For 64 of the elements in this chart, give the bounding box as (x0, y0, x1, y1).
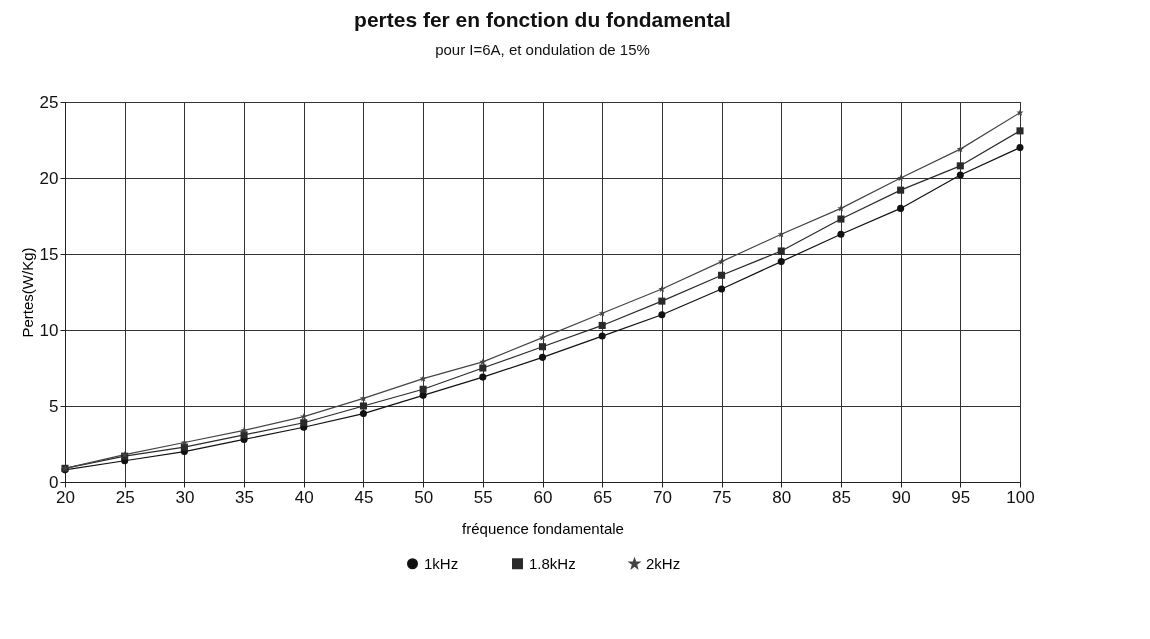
y-axis-title: Pertes(W/Kg) (18, 247, 36, 338)
y-tick-label: 0 (49, 472, 59, 492)
y-tick-label: 5 (49, 396, 59, 416)
y-tick-label: 25 (39, 92, 59, 112)
point (359, 394, 367, 402)
point (658, 285, 666, 293)
x-tick-label: 30 (175, 487, 195, 507)
point (359, 402, 367, 410)
x-tick-label: 45 (354, 487, 374, 507)
point (897, 186, 905, 194)
legend-label: 1kHz (424, 554, 459, 572)
legend-label: 2kHz (646, 554, 681, 572)
x-tick-label: 65 (593, 487, 613, 507)
x-tick-label: 25 (115, 487, 135, 507)
point (359, 410, 367, 418)
x-tick-label: 35 (235, 487, 255, 507)
point (777, 258, 785, 266)
point (837, 215, 845, 223)
point (538, 343, 547, 351)
point (240, 426, 248, 434)
point (956, 162, 964, 170)
x-tick-label: 70 (652, 487, 672, 507)
x-tick-label: 100 (1006, 487, 1035, 507)
chart-title: pertes fer en fonction du fondamental (354, 8, 731, 31)
x-tick-label: 55 (473, 487, 493, 507)
y-tick-label: 10 (39, 320, 59, 340)
x-tick-label: 60 (533, 487, 553, 507)
y-tick-label: 15 (39, 244, 59, 264)
y-tick-label: 20 (39, 168, 59, 188)
x-tick-label: 85 (831, 487, 851, 507)
x-tick-label: 75 (712, 487, 732, 507)
point (837, 230, 845, 238)
x-tick-label: 50 (414, 487, 434, 507)
point (598, 309, 606, 317)
x-tick-label: 40 (294, 487, 314, 507)
x-axis-title: fréquence fondamentale (462, 519, 624, 537)
chart-subtitle: pour I=6A, et ondulation de 15% (435, 41, 650, 58)
point (479, 364, 487, 372)
point (956, 171, 964, 179)
point (956, 145, 964, 153)
point (718, 285, 726, 293)
point (658, 311, 666, 319)
point (777, 230, 785, 238)
point (479, 373, 487, 381)
point (897, 204, 905, 212)
x-tick-label: 80 (772, 487, 792, 507)
point (1016, 144, 1024, 152)
point (598, 332, 606, 340)
x-tick-label: 90 (891, 487, 911, 507)
point (300, 419, 308, 427)
point (777, 247, 785, 255)
point (180, 438, 188, 446)
point (419, 391, 427, 399)
point (718, 271, 726, 279)
point (598, 321, 606, 329)
x-tick-label: 95 (951, 487, 971, 507)
legend-label: 1.8kHz (529, 554, 576, 572)
point (419, 385, 427, 393)
point (1016, 127, 1024, 135)
point (479, 358, 487, 366)
point (658, 297, 666, 305)
point (837, 204, 845, 212)
point (538, 334, 547, 341)
point (538, 353, 547, 361)
